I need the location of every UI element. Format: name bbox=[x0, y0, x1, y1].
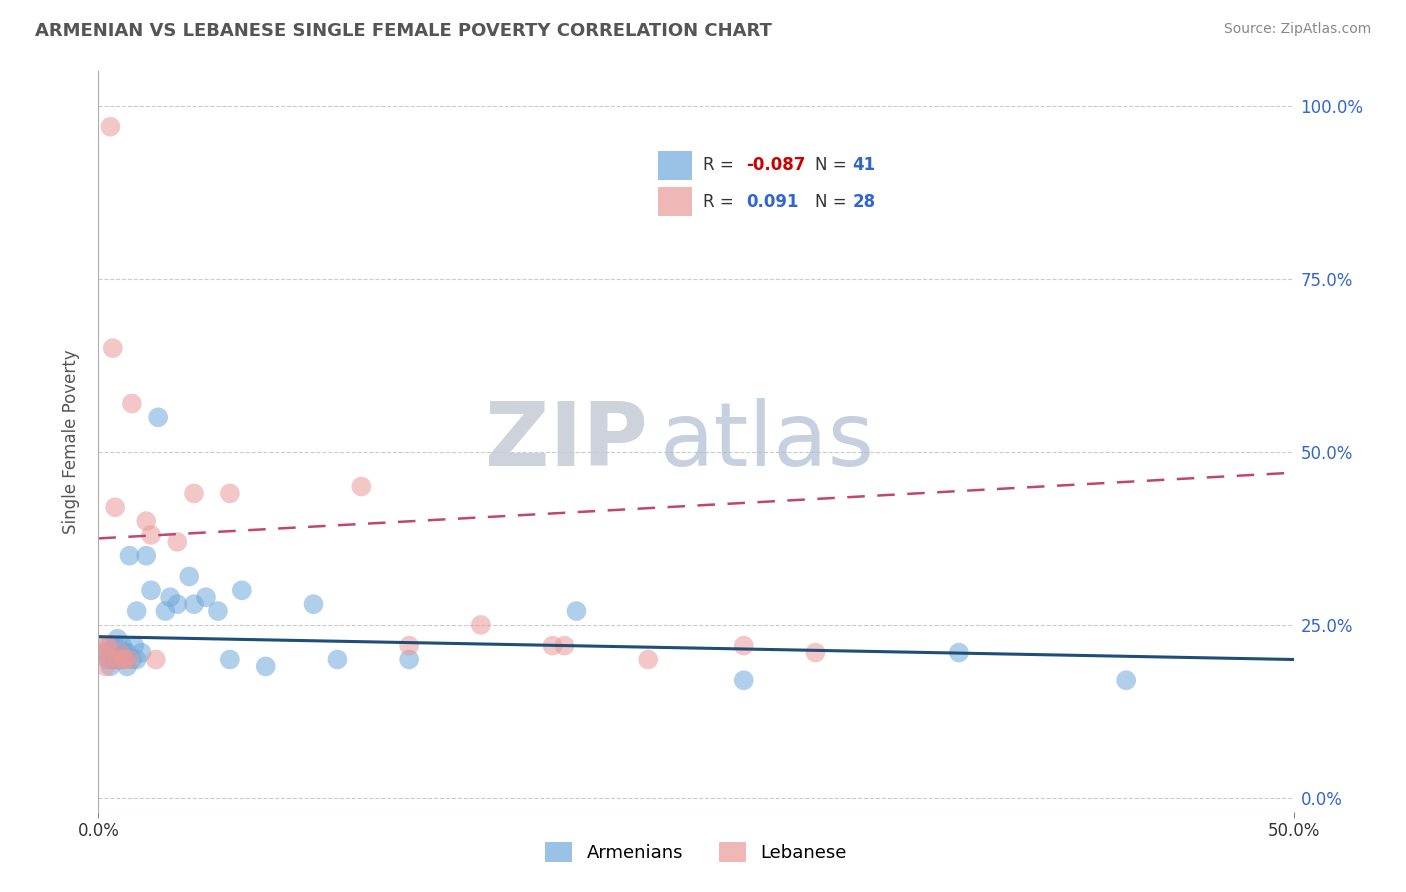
Point bbox=[470, 618, 492, 632]
Point bbox=[207, 604, 229, 618]
Text: 0.091: 0.091 bbox=[745, 193, 799, 211]
Point bbox=[98, 659, 122, 673]
Point bbox=[398, 652, 420, 666]
Bar bbox=[658, 151, 693, 179]
Legend: Armenians, Lebanese: Armenians, Lebanese bbox=[537, 835, 855, 870]
Point bbox=[350, 479, 373, 493]
Point bbox=[159, 591, 181, 605]
Point bbox=[219, 486, 242, 500]
Point bbox=[94, 659, 117, 673]
Point bbox=[111, 639, 134, 653]
Point bbox=[101, 341, 124, 355]
Point bbox=[97, 639, 120, 653]
Point bbox=[94, 646, 117, 660]
Point bbox=[254, 659, 277, 673]
Point bbox=[111, 652, 134, 666]
Point bbox=[104, 652, 127, 666]
Point bbox=[183, 486, 205, 500]
Point bbox=[98, 120, 122, 134]
Point bbox=[97, 652, 120, 666]
Point bbox=[195, 591, 218, 605]
Point bbox=[114, 646, 136, 660]
Point bbox=[541, 639, 564, 653]
Point bbox=[155, 604, 177, 618]
Point bbox=[121, 396, 143, 410]
Point bbox=[125, 652, 148, 666]
Text: ZIP: ZIP bbox=[485, 398, 648, 485]
Point bbox=[219, 652, 242, 666]
Point bbox=[94, 639, 117, 653]
Point bbox=[148, 410, 170, 425]
Point bbox=[183, 597, 205, 611]
Point bbox=[166, 597, 188, 611]
Point bbox=[104, 500, 127, 515]
Point bbox=[733, 673, 755, 688]
Point bbox=[108, 652, 131, 666]
Text: Source: ZipAtlas.com: Source: ZipAtlas.com bbox=[1223, 22, 1371, 37]
Point bbox=[637, 652, 659, 666]
Point bbox=[139, 528, 162, 542]
Point bbox=[125, 604, 148, 618]
Point bbox=[948, 646, 970, 660]
Text: R =: R = bbox=[703, 193, 740, 211]
Point bbox=[97, 652, 120, 666]
Point bbox=[565, 604, 588, 618]
Point bbox=[804, 646, 827, 660]
Point bbox=[108, 646, 131, 660]
Point bbox=[107, 646, 129, 660]
Point bbox=[115, 646, 138, 660]
Text: 41: 41 bbox=[852, 156, 876, 174]
Point bbox=[118, 652, 141, 666]
Point bbox=[121, 652, 143, 666]
Point bbox=[131, 646, 153, 660]
Point bbox=[302, 597, 325, 611]
Text: R =: R = bbox=[703, 156, 740, 174]
Text: ARMENIAN VS LEBANESE SINGLE FEMALE POVERTY CORRELATION CHART: ARMENIAN VS LEBANESE SINGLE FEMALE POVER… bbox=[35, 22, 772, 40]
Text: 28: 28 bbox=[852, 193, 876, 211]
Point bbox=[124, 639, 146, 653]
Bar bbox=[658, 187, 693, 216]
Point bbox=[139, 583, 162, 598]
Point bbox=[91, 646, 114, 660]
Point bbox=[115, 659, 138, 673]
Point bbox=[107, 652, 129, 666]
Point bbox=[326, 652, 349, 666]
Point bbox=[231, 583, 253, 598]
Text: atlas: atlas bbox=[661, 398, 876, 485]
Point bbox=[98, 639, 122, 653]
Point bbox=[179, 569, 201, 583]
Point bbox=[107, 632, 129, 646]
Text: -0.087: -0.087 bbox=[745, 156, 806, 174]
Point bbox=[145, 652, 167, 666]
Point bbox=[398, 639, 420, 653]
Y-axis label: Single Female Poverty: Single Female Poverty bbox=[62, 350, 80, 533]
Text: N =: N = bbox=[815, 193, 852, 211]
Text: N =: N = bbox=[815, 156, 852, 174]
Point bbox=[554, 639, 576, 653]
Point bbox=[118, 549, 141, 563]
Point bbox=[101, 652, 124, 666]
Point bbox=[166, 534, 188, 549]
Point bbox=[114, 652, 136, 666]
Point bbox=[135, 549, 157, 563]
Point bbox=[111, 652, 134, 666]
Point bbox=[1115, 673, 1137, 688]
Point bbox=[104, 639, 127, 653]
Point bbox=[135, 514, 157, 528]
Point bbox=[733, 639, 755, 653]
